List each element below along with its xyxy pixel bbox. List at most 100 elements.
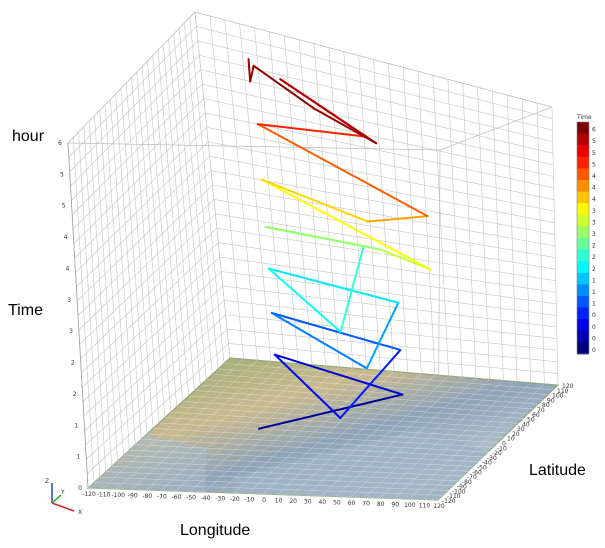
grid-line bbox=[82, 271, 222, 402]
axis-ticks: -120 -110 -100 -90 -80 -70 -60 -50 -40 -30 -20 -10 0… bbox=[58, 140, 573, 510]
x-tick-label: 10 bbox=[275, 498, 283, 505]
triad-x-line bbox=[51, 502, 75, 512]
grid-line bbox=[68, 26, 197, 158]
map-grid-line bbox=[394, 381, 518, 499]
trajectory-segment bbox=[279, 78, 378, 145]
trajectory-segment bbox=[339, 245, 365, 333]
y-tick-label: 60 bbox=[532, 412, 540, 419]
map-sea bbox=[88, 433, 207, 492]
x-tick-label: -20 bbox=[230, 496, 240, 503]
legend-swatch bbox=[577, 284, 589, 297]
x-tick-label: 30 bbox=[304, 499, 312, 506]
y-tick-label: -20 bbox=[492, 450, 502, 457]
legend-title: Time bbox=[576, 114, 592, 121]
grid-line bbox=[86, 343, 229, 474]
legend-swatch bbox=[577, 214, 589, 227]
legend-label: 3 bbox=[592, 208, 596, 215]
legend-swatch bbox=[577, 145, 589, 158]
legend-label: 2 bbox=[592, 243, 596, 250]
legend-border bbox=[576, 121, 590, 355]
legend-swatch bbox=[577, 203, 589, 216]
y-tick-label: -90 bbox=[457, 484, 467, 491]
trajectory-segment bbox=[366, 215, 429, 223]
grid-line bbox=[203, 98, 554, 177]
trajectory-segment bbox=[256, 123, 367, 138]
triad-x-label: X bbox=[78, 509, 82, 516]
legend-label: 1 bbox=[592, 301, 596, 308]
x-tick-label: -70 bbox=[157, 494, 167, 501]
triad-y-line bbox=[51, 494, 62, 504]
x-tick-label: 110 bbox=[419, 503, 431, 510]
grid-line bbox=[218, 242, 557, 293]
axis-triad: Z Y X bbox=[45, 478, 82, 516]
z-tick-label: 4 bbox=[65, 265, 69, 272]
x-tick-label: -120 bbox=[82, 491, 96, 498]
legend-swatch bbox=[577, 168, 589, 181]
grid-line bbox=[80, 228, 218, 359]
grid-line bbox=[197, 40, 553, 131]
x-tick-label: 40 bbox=[319, 499, 327, 506]
trajectory-segment bbox=[339, 348, 402, 420]
legend-swatch bbox=[577, 296, 589, 309]
legend-label: 1 bbox=[592, 277, 596, 284]
triad-z-label: Z bbox=[45, 478, 49, 485]
z-axis-label: Time bbox=[8, 302, 43, 319]
trajectory-segment bbox=[273, 353, 342, 420]
legend-label: 4 bbox=[592, 185, 596, 192]
grid-line bbox=[84, 300, 225, 431]
x-tick-label: -110 bbox=[97, 492, 111, 499]
x-tick-label: 60 bbox=[348, 500, 356, 507]
grid-box bbox=[67, 11, 559, 501]
y-tick-label: 100 bbox=[552, 393, 564, 400]
x-tick-label: 120 bbox=[433, 503, 445, 510]
grid-line bbox=[79, 213, 216, 345]
y-tick-label: -70 bbox=[467, 474, 477, 481]
grid-line bbox=[222, 285, 557, 328]
z-tick-label: 3 bbox=[69, 328, 73, 335]
legend-label: 0 bbox=[592, 347, 596, 354]
legend-swatch bbox=[577, 191, 589, 204]
legend-label: 4 bbox=[592, 173, 596, 180]
y-tick-label: -50 bbox=[477, 464, 487, 471]
y-tick-label: -80 bbox=[462, 479, 472, 486]
grid-line bbox=[227, 328, 558, 363]
grid-line bbox=[225, 314, 558, 351]
trajectory-segment bbox=[264, 225, 382, 251]
grid-line bbox=[76, 170, 212, 302]
base-map bbox=[86, 357, 560, 501]
y-tick-label: 10 bbox=[507, 436, 515, 443]
grid-line bbox=[76, 155, 210, 287]
grid-line bbox=[71, 83, 203, 216]
map-grid-line bbox=[224, 363, 554, 390]
x-tick-label: -30 bbox=[215, 496, 225, 503]
grid-line bbox=[81, 242, 219, 374]
trajectory-segment bbox=[260, 178, 432, 271]
trajectory-segment bbox=[267, 267, 400, 304]
trajectory-segment bbox=[270, 311, 368, 370]
y-axis-label: Latitude bbox=[529, 462, 586, 479]
x-tick-label: -100 bbox=[111, 492, 125, 499]
z-tick-label: 6 bbox=[58, 140, 62, 147]
grid-line bbox=[85, 314, 226, 446]
y-tick-label: 50 bbox=[527, 417, 535, 424]
map-grid-line bbox=[437, 384, 559, 501]
grid-line bbox=[216, 227, 556, 282]
y-tick-label: 30 bbox=[517, 426, 525, 433]
grid-line bbox=[200, 69, 554, 154]
map-grid-line bbox=[229, 357, 559, 386]
grid-line bbox=[77, 184, 213, 316]
trajectory-segment bbox=[267, 267, 342, 333]
legend-label: 3 bbox=[592, 231, 596, 238]
z-tick-label: 2 bbox=[71, 360, 75, 367]
map-grid-line bbox=[408, 382, 531, 500]
x-tick-label: 100 bbox=[404, 502, 416, 509]
legend-swatch bbox=[577, 249, 589, 262]
grid-line bbox=[72, 98, 204, 230]
grid-line bbox=[206, 127, 555, 200]
legend-swatch bbox=[577, 133, 589, 146]
grid-line bbox=[75, 141, 209, 273]
grid-top-edge bbox=[67, 11, 554, 151]
grid-line bbox=[83, 285, 223, 417]
x-tick-label: 80 bbox=[377, 501, 385, 508]
